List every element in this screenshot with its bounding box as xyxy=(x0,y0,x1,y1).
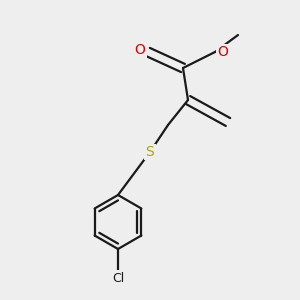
Text: Cl: Cl xyxy=(112,272,124,284)
Text: O: O xyxy=(135,43,146,57)
Text: O: O xyxy=(218,45,228,59)
Text: S: S xyxy=(146,145,154,159)
